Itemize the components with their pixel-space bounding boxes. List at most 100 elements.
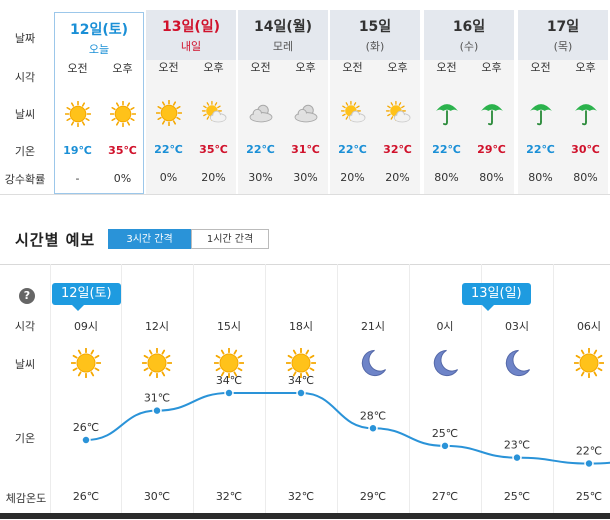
temp-line (85, 392, 610, 465)
feels-like-temp: 29℃ (359, 490, 387, 503)
day-sub: (화) (365, 40, 385, 53)
sun-icon (100, 100, 145, 129)
day-name: 15일 (358, 19, 392, 35)
temp-point (81, 435, 91, 445)
row-label-date: 날짜 (14, 32, 36, 45)
rain-pm: 0% (113, 172, 132, 185)
row-label-rain: 강수확률 (4, 173, 46, 186)
day-name: 12일(토) (69, 22, 129, 38)
hourly-row-label-temp: 기온 (14, 432, 36, 445)
pm-label: 오후 (203, 61, 224, 74)
day-column-5[interactable]: 16일 (수) 오전 오후 22℃ 29℃ 80% 80% (424, 10, 514, 194)
temp-high: 30℃ (571, 143, 600, 156)
umbrella-icon (469, 100, 514, 128)
hour-label: 09시 (73, 320, 99, 333)
partly-cloudy-icon (375, 100, 420, 128)
hourly-temp-chart: 26℃ 31℃ 34℃ 34℃ 28℃ 25℃ 23℃ 22℃ (73, 374, 610, 469)
feels-like-temp: 25℃ (503, 490, 531, 503)
temp-label: 31℃ (144, 392, 170, 405)
rain-am: 0% (159, 171, 178, 184)
day-header: 13일(일) 내일 (146, 10, 236, 60)
hour-label: 21시 (360, 320, 386, 333)
sun-icon (573, 347, 605, 379)
day-column-1[interactable]: 12일(토) 오늘 오전 오후 19℃ 35℃ - 0% (54, 12, 144, 194)
column-divider (193, 264, 194, 519)
temp-label: 25℃ (432, 427, 458, 440)
day-sub: (목) (553, 40, 573, 53)
tab-3-hour-interval[interactable]: 3시간 간격 (108, 229, 191, 249)
umbrella-icon (563, 100, 608, 128)
day-header: 14일(월) 모레 (238, 10, 328, 60)
pm-label: 오후 (387, 61, 408, 74)
am-label: 오전 (158, 61, 179, 74)
rain-pm: 80% (479, 171, 504, 184)
day-header: 12일(토) 오늘 (55, 13, 143, 63)
rain-pm: 30% (293, 171, 318, 184)
day-name: 14일(월) (253, 19, 313, 35)
temp-label: 22℃ (576, 445, 602, 458)
day-sub: 모레 (272, 40, 294, 53)
feels-like-temp: 25℃ (575, 490, 603, 503)
row-label-weather: 날씨 (14, 108, 36, 121)
temp-low: 22℃ (526, 143, 555, 156)
temp-label: 34℃ (288, 374, 314, 387)
day-bubble-12: 12일(토) (52, 283, 121, 311)
rain-pm: 80% (573, 171, 598, 184)
column-divider (50, 264, 51, 519)
hourly-forecast-title: 시간별 예보 (15, 231, 96, 249)
day-header: 16일 (수) (424, 10, 514, 60)
partly-cloudy-icon (191, 100, 236, 128)
feels-like-temp: 32℃ (287, 490, 315, 503)
sun-icon (146, 99, 191, 128)
am-label: 오전 (67, 62, 88, 75)
temp-point (512, 452, 522, 463)
column-divider (553, 264, 554, 519)
hourly-row-label-weather: 날씨 (14, 358, 36, 371)
rain-am: 30% (248, 171, 273, 184)
umbrella-icon (424, 100, 469, 128)
temp-low: 19℃ (63, 144, 92, 157)
pm-label: 오후 (481, 61, 502, 74)
hour-label: 12시 (144, 320, 170, 333)
feels-like-temp: 32℃ (215, 490, 243, 503)
moon-icon (502, 348, 532, 378)
temp-high: 31℃ (291, 143, 320, 156)
day-header: 15일 (화) (330, 10, 420, 60)
tab-1-hour-interval[interactable]: 1시간 간격 (191, 229, 269, 249)
column-divider (265, 264, 266, 519)
weekly-forecast: 날짜 시각 날씨 기온 강수확률 12일(토) 오늘 오전 오후 19℃ 35℃… (0, 0, 610, 196)
help-icon[interactable]: ? (19, 288, 35, 304)
day-sub: (수) (459, 40, 479, 53)
temp-low: 22℃ (246, 143, 275, 156)
sun-icon (55, 100, 100, 129)
rain-am: 20% (340, 171, 365, 184)
rain-am: - (75, 172, 80, 185)
temp-point (440, 441, 450, 451)
bottom-bar (0, 513, 610, 519)
temp-high: 32℃ (383, 143, 412, 156)
hour-label: 15시 (216, 320, 242, 333)
day-column-4[interactable]: 15일 (화) 오전 오후 22℃ 32℃ 20% 20% (330, 10, 420, 194)
day-column-2[interactable]: 13일(일) 내일 오전 오후 22℃ 35℃ 0% 20% (146, 10, 236, 194)
divider (0, 194, 610, 195)
day-column-6[interactable]: 17일 (목) 오전 오후 22℃ 30℃ 80% 80% (518, 10, 608, 194)
hour-label: 0시 (436, 320, 454, 333)
day-column-3[interactable]: 14일(월) 모레 오전 오후 22℃ 31℃ 30% 30% (238, 10, 328, 194)
sun-icon (285, 347, 317, 379)
sun-icon (70, 347, 102, 379)
hour-label: 18시 (288, 320, 314, 333)
temp-label: 26℃ (73, 421, 99, 434)
column-divider (121, 264, 122, 519)
temp-point (296, 388, 306, 398)
cloud-icon (238, 100, 283, 128)
am-label: 오전 (436, 61, 457, 74)
day-name: 16일 (452, 19, 486, 35)
temp-low: 22℃ (338, 143, 367, 156)
temp-high: 29℃ (477, 143, 506, 156)
partly-cloudy-icon (330, 100, 375, 128)
pm-label: 오후 (295, 61, 316, 74)
row-label-temp: 기온 (14, 145, 36, 158)
day-bubble-13: 13일(일) (462, 283, 531, 311)
temp-label: 23℃ (504, 439, 530, 452)
day-sub: 내일 (180, 40, 202, 53)
